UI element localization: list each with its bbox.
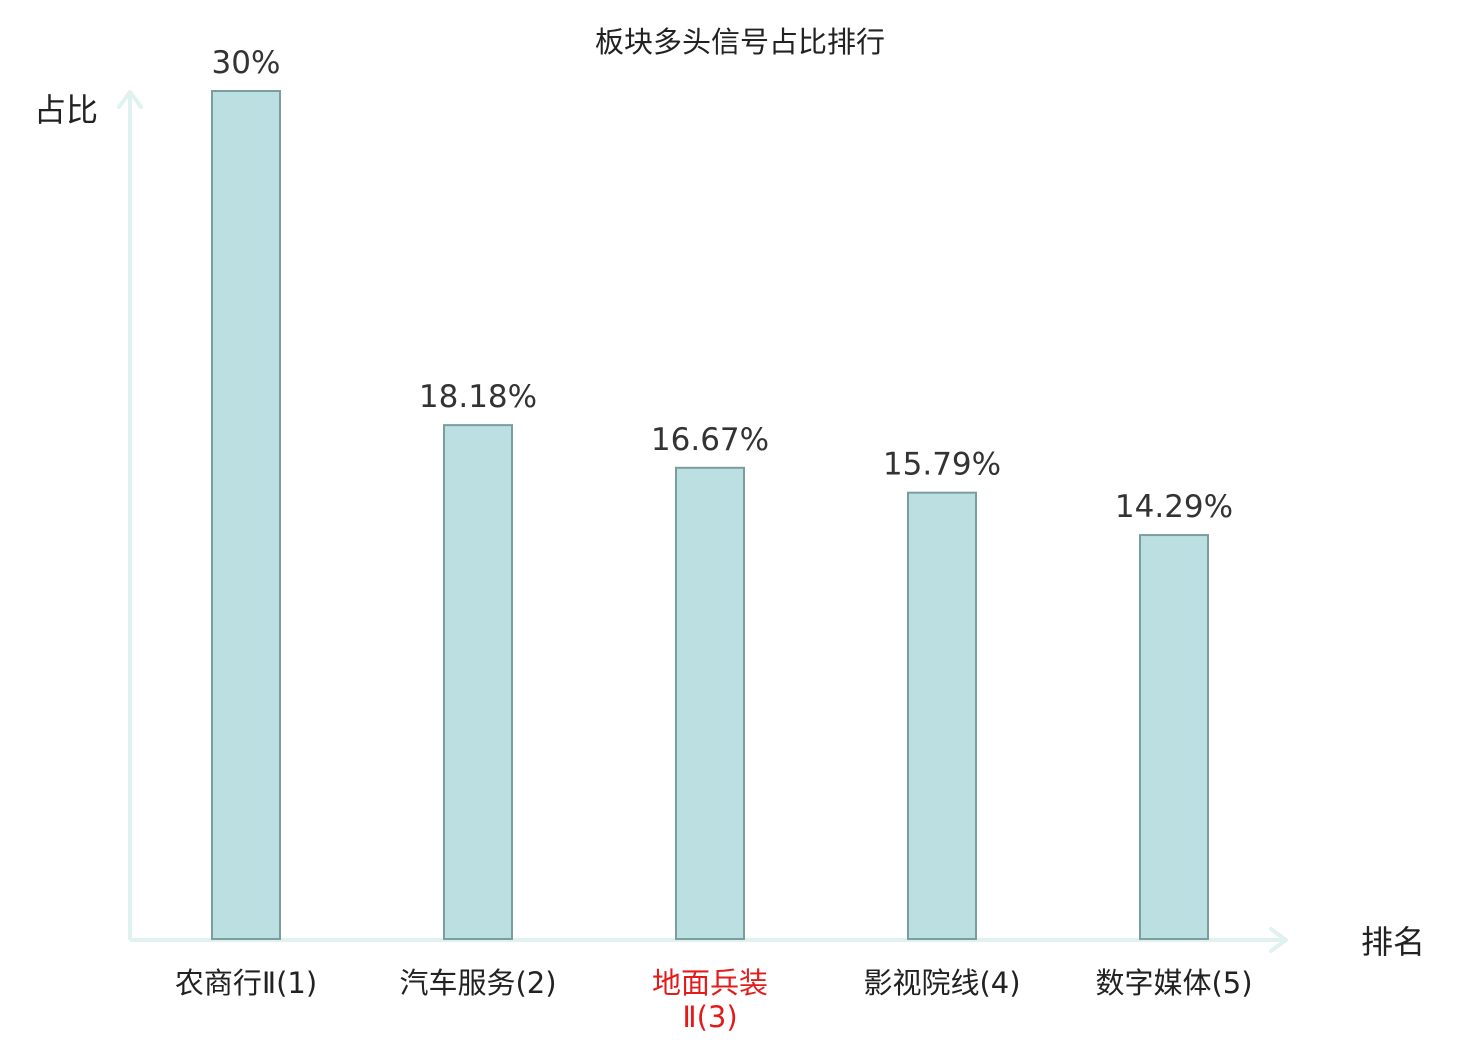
- category-label-5: 数字媒体(5): [1095, 966, 1252, 1000]
- x-axis-arrow: [1269, 927, 1288, 953]
- bars: [211, 90, 1209, 940]
- bar-4: [907, 491, 977, 940]
- category-label-3-line-2: Ⅱ(3): [682, 1000, 737, 1034]
- x-axis-label: 排名: [1361, 923, 1425, 961]
- value-label-5: 14.29%: [1115, 489, 1233, 525]
- value-label-3: 16.67%: [651, 422, 769, 458]
- value-labels: 30% 18.18% 16.67% 15.79% 14.29%: [212, 45, 1234, 525]
- category-label-3-line-1: 地面兵装: [652, 966, 768, 1000]
- y-axis-arrow: [117, 90, 143, 109]
- value-label-1: 30%: [212, 45, 281, 81]
- bar-5: [1139, 534, 1209, 940]
- category-label-4: 影视院线(4): [863, 966, 1020, 1000]
- value-label-4: 15.79%: [883, 447, 1001, 483]
- category-label-1: 农商行Ⅱ(1): [175, 966, 317, 1000]
- bar-1: [211, 90, 281, 940]
- chart-title: 板块多头信号占比排行: [595, 25, 885, 59]
- category-label-2: 汽车服务(2): [399, 966, 556, 1000]
- bar-2: [443, 424, 513, 940]
- bar-3: [675, 466, 745, 940]
- y-axis-label: 占比: [34, 91, 98, 129]
- value-label-2: 18.18%: [419, 379, 537, 415]
